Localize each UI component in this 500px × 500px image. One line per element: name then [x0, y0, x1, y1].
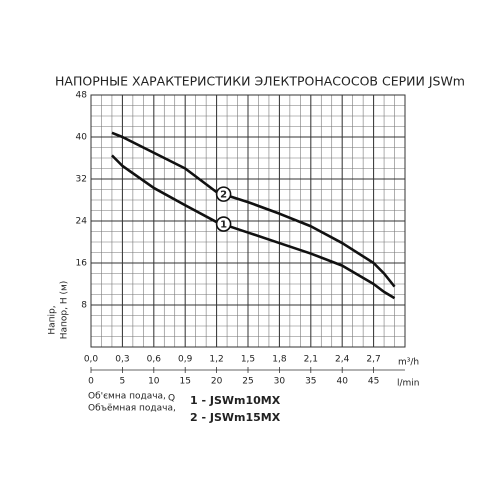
x2-tick-label: 5 — [120, 377, 126, 387]
curve-marker — [215, 186, 232, 202]
x-tick-label: 0,0 — [84, 355, 99, 365]
curve-label: 1 — [220, 220, 227, 231]
curve — [111, 154, 396, 300]
x2-tick-label: 25 — [242, 377, 253, 387]
x2-tick-label: 45 — [368, 377, 379, 387]
curve — [111, 131, 396, 288]
y-tick-label: 16 — [76, 259, 88, 269]
x2-tick-label: 0 — [88, 377, 94, 387]
x2-tick-label: 15 — [179, 377, 190, 387]
y-tick-label: 48 — [76, 91, 88, 101]
y-label: Напір, — [48, 305, 58, 334]
x-tick-label: 0,3 — [115, 355, 129, 365]
x-tick-label: 2,1 — [304, 355, 318, 365]
x2-tick-label: 30 — [274, 377, 286, 387]
x2-tick-label: 10 — [148, 377, 160, 387]
y-tick-label: 32 — [76, 175, 87, 185]
y-label: Напор, H (м) — [60, 281, 70, 340]
x-symbol: Q — [168, 394, 175, 404]
legend-entry: 2 - JSWm15MX — [190, 411, 281, 424]
x-label: Объёмная подача, — [88, 404, 176, 414]
x-tick-label: 2,7 — [366, 355, 380, 365]
legend-entry: 1 - JSWm10MX — [190, 394, 281, 407]
x-tick-label: 0,6 — [147, 355, 162, 365]
curve-marker — [215, 216, 232, 232]
y-tick-label: 24 — [76, 217, 88, 227]
chart-title: НАПОРНЫЕ ХАРАКТЕРИСТИКИ ЭЛЕКТРОНАСОСОВ С… — [55, 74, 465, 89]
x-unit: m³/h — [398, 358, 419, 368]
x2-unit: l/min — [397, 379, 420, 389]
x-tick-label: 1,2 — [209, 355, 223, 365]
x-tick-label: 1,5 — [241, 355, 255, 365]
y-tick-label: 40 — [76, 133, 88, 143]
y-tick-label: 8 — [81, 301, 87, 311]
curve-label: 2 — [220, 190, 227, 201]
x-label: Об'ємна подача, — [88, 392, 166, 402]
x-tick-label: 1,8 — [272, 355, 287, 365]
x2-tick-label: 20 — [211, 377, 223, 387]
x-tick-label: 2,4 — [335, 355, 350, 365]
x-tick-label: 0,9 — [178, 355, 193, 365]
x2-tick-label: 35 — [305, 377, 316, 387]
x2-tick-label: 40 — [336, 377, 348, 387]
